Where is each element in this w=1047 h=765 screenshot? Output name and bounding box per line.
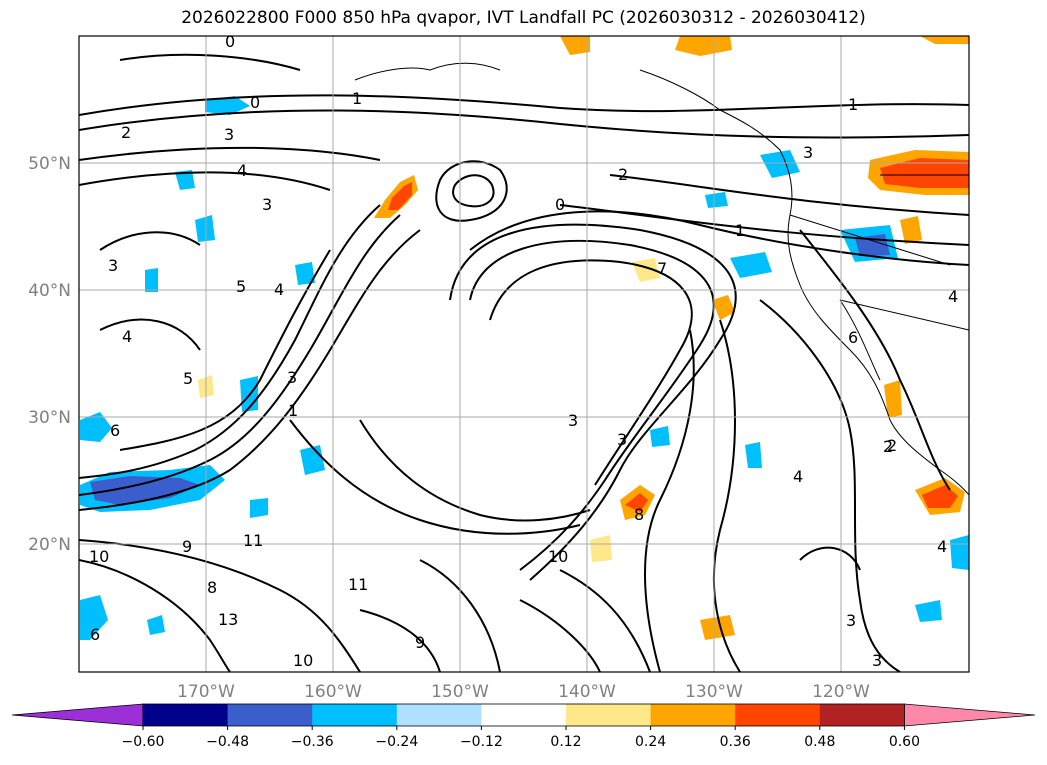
latitude-axis: 50°N 40°N 30°N 20°N (28, 154, 71, 555)
colorbar-segment (227, 704, 313, 726)
coastlines (354, 62, 969, 496)
contour-label: 9 (415, 633, 425, 652)
contour-lines (79, 53, 969, 672)
lat-tick-label: 30°N (28, 408, 71, 428)
colorbar-frame (142, 703, 905, 727)
contour-label: 4 (793, 467, 803, 486)
colorbar-segment (735, 704, 821, 726)
contour-label: 1 (288, 401, 298, 420)
colorbar-segment (819, 704, 905, 726)
colorbar-tick-label: 0.24 (635, 734, 666, 750)
contour-label: 0 (250, 93, 260, 112)
contour-label: 3 (224, 125, 234, 144)
contour-label: 3 (262, 195, 272, 214)
colorbar-tick-label: −0.36 (291, 734, 334, 750)
colorbar-segment (143, 704, 229, 726)
contour-label: 7 (657, 259, 667, 278)
contour-labels: 0 0 0 1 1 1 2 2 2 3 3 3 3 3 3 4 4 4 4 4 … (89, 32, 958, 670)
contour-label: 4 (122, 327, 132, 346)
contour-label: 0 (555, 195, 565, 214)
contour-label: 3 (617, 430, 627, 449)
contour-label: 11 (243, 531, 263, 550)
colorbar-segment (650, 704, 736, 726)
contour-label: 5 (236, 277, 246, 296)
longitude-axis: 170°W 160°W 150°W 140°W 130°W 120°W (177, 682, 870, 702)
contour-label: 8 (207, 578, 217, 597)
contour-label: 2 (887, 436, 897, 455)
contour-label: 4 (274, 280, 284, 299)
colorbar-segment (481, 704, 567, 726)
contour-label: 0 (225, 32, 235, 51)
contour-label: 3 (108, 256, 118, 275)
contour-label: 1 (735, 221, 745, 240)
lon-tick-label: 150°W (431, 682, 489, 702)
map-title: 2026022800 F000 850 hPa qvapor, IVT Land… (181, 8, 866, 28)
contour-label: 3 (287, 368, 297, 387)
lon-tick-label: 140°W (558, 682, 616, 702)
colorbar-tick-label: 0.12 (550, 734, 581, 750)
lon-tick-label: 130°W (685, 682, 743, 702)
colorbar-tick-label: −0.24 (375, 734, 418, 750)
contour-label: 13 (218, 610, 238, 629)
contour-label: 10 (89, 547, 109, 566)
colorbar-segment (312, 704, 398, 726)
anomaly-shading (80, 36, 969, 640)
colorbar-extend-max (904, 703, 1036, 727)
colorbar-tick-label: −0.48 (206, 734, 249, 750)
contour-label: 10 (548, 547, 568, 566)
contour-label: 1 (352, 89, 362, 108)
colorbar-tick-label: −0.60 (122, 734, 165, 750)
contour-label: 6 (90, 625, 100, 644)
contour-label: 3 (803, 143, 813, 162)
contour-label: 2 (883, 437, 893, 456)
lon-tick-label: 170°W (177, 682, 235, 702)
plot-frame (78, 35, 970, 673)
contour-label: 6 (848, 328, 858, 347)
lon-tick-label: 160°W (304, 682, 362, 702)
colorbar-tick-label: 0.36 (720, 734, 751, 750)
contour-label: 4 (237, 161, 247, 180)
contour-label: 4 (937, 537, 947, 556)
contour-label: 3 (568, 411, 578, 430)
gridlines (79, 36, 969, 672)
contour-label: 5 (183, 369, 193, 388)
colorbar-tick-label: 0.48 (804, 734, 835, 750)
colorbar-tick-label: −0.12 (460, 734, 503, 750)
contour-label: 1 (848, 95, 858, 114)
contour-label: 3 (846, 611, 856, 630)
contour-label: 3 (872, 651, 882, 670)
colorbar-segment (396, 704, 482, 726)
contour-label: 11 (348, 575, 368, 594)
lon-tick-label: 120°W (812, 682, 870, 702)
map-plot-area: 0 0 0 1 1 1 2 2 2 3 3 3 3 3 3 4 4 4 4 4 … (79, 32, 969, 672)
lat-tick-label: 50°N (28, 154, 71, 174)
colorbar-tick-label: 0.60 (889, 734, 920, 750)
contour-label: 6 (110, 421, 120, 440)
colorbar: −0.60 −0.48 −0.36 −0.24 −0.12 0.12 0.24 0.36 0.4… (11, 703, 1036, 750)
contour-label: 2 (618, 165, 628, 184)
lat-tick-label: 20°N (28, 535, 71, 555)
contour-label: 8 (634, 505, 644, 524)
colorbar-extend-min (11, 703, 144, 727)
contour-label: 9 (182, 537, 192, 556)
colorbar-segment (566, 704, 652, 726)
lat-tick-label: 40°N (28, 281, 71, 301)
contour-label: 2 (121, 123, 131, 142)
contour-label: 4 (948, 287, 958, 306)
contour-label: 10 (293, 651, 313, 670)
